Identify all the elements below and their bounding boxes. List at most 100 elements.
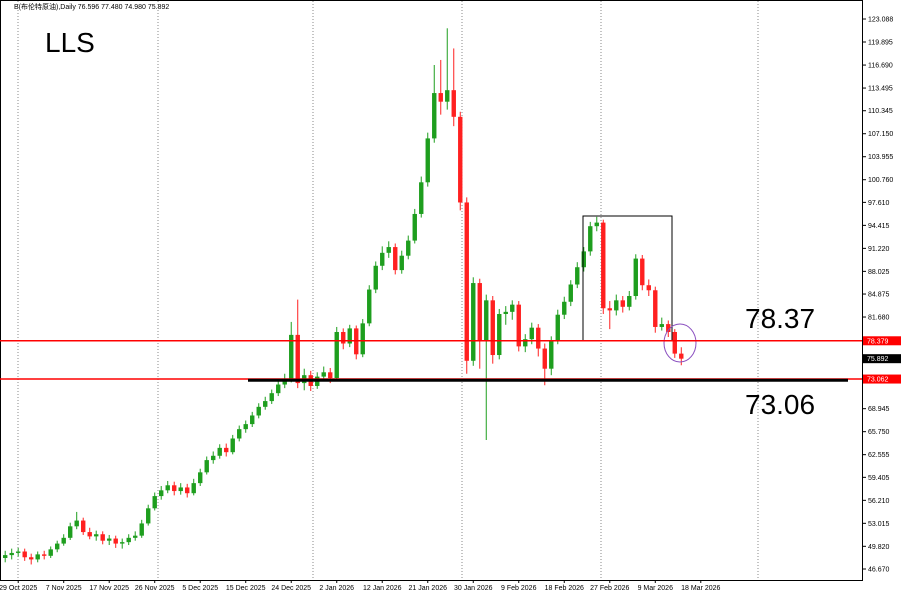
y-tick-label: 116.690 xyxy=(868,63,893,70)
annotation: 78.37 xyxy=(745,303,815,334)
candle-body xyxy=(152,496,157,509)
candle-body xyxy=(581,251,586,268)
x-tick-label: 26 Nov 2025 xyxy=(135,585,175,592)
candle-body xyxy=(113,538,118,544)
candle-body xyxy=(620,300,625,307)
plot-frame xyxy=(0,0,863,581)
x-tick-label: 24 Dec 2025 xyxy=(271,585,311,592)
candle-body xyxy=(575,267,580,285)
candle-body xyxy=(42,554,47,556)
price-label-box xyxy=(863,336,901,346)
candle-body xyxy=(640,258,645,286)
x-tick-label: 5 Dec 2025 xyxy=(182,585,218,592)
candle-body xyxy=(16,551,21,553)
x-tick-label: 30 Jan 2026 xyxy=(454,585,493,592)
candle-body xyxy=(282,379,287,385)
candle-body xyxy=(438,93,443,102)
candle-body xyxy=(178,487,183,492)
candle-body xyxy=(289,334,294,380)
y-tick-label: 59.405 xyxy=(868,475,890,482)
candle-body xyxy=(204,460,209,473)
candle-body xyxy=(243,424,248,430)
y-tick-label: 113.495 xyxy=(868,86,893,93)
candle-body xyxy=(133,535,138,538)
candle-body xyxy=(321,372,326,377)
candle-body xyxy=(653,290,658,327)
candle-body xyxy=(328,372,333,379)
candle-body xyxy=(9,552,14,556)
candle-body xyxy=(29,557,34,560)
header: B(布伦特原油),Daily 76.596 77.480 74.980 75.8… xyxy=(14,2,169,11)
candle-body xyxy=(666,324,671,332)
candle-body xyxy=(646,285,651,291)
candle-body xyxy=(250,415,255,425)
candle-body xyxy=(185,487,190,494)
candle-body xyxy=(165,485,170,491)
candle-body xyxy=(61,537,66,544)
candle-body xyxy=(510,304,515,312)
highlight-circle xyxy=(663,323,697,363)
candle-body xyxy=(503,311,508,315)
y-tick-label: 68.945 xyxy=(868,406,890,413)
y-tick-label: 110.345 xyxy=(868,108,893,115)
candle-body xyxy=(464,202,469,361)
price-label-box xyxy=(863,374,901,384)
candle-body xyxy=(126,537,131,543)
candle-body xyxy=(48,549,53,556)
candle-body xyxy=(477,283,482,342)
candle-body xyxy=(120,542,125,544)
y-tick-label: 91.220 xyxy=(868,246,890,253)
candle-body xyxy=(334,331,339,379)
candle-body xyxy=(562,301,567,315)
x-tick-label: 29 Oct 2025 xyxy=(0,585,37,592)
candle-body xyxy=(230,438,235,453)
candle-body xyxy=(295,334,300,384)
candle-body xyxy=(568,284,573,302)
candle-body xyxy=(22,551,27,558)
candle-body xyxy=(523,339,528,347)
candle-body xyxy=(536,327,541,349)
x-tick-label: 18 Feb 2026 xyxy=(545,585,584,592)
y-tick-label: 56.210 xyxy=(868,498,890,505)
candle-body xyxy=(601,222,606,309)
candle-body xyxy=(627,296,632,307)
current-price-label: 75.892 xyxy=(867,356,889,363)
x-tick-label: 7 Nov 2025 xyxy=(46,585,82,592)
candle-body xyxy=(217,447,222,456)
candle-body xyxy=(406,240,411,256)
y-tick-label: 62.555 xyxy=(868,452,890,459)
y-tick-label: 97.610 xyxy=(868,200,890,207)
candle-body xyxy=(276,384,281,394)
candle-body xyxy=(263,401,268,407)
candle-body xyxy=(614,300,619,311)
candle-body xyxy=(529,327,534,340)
candle-body xyxy=(139,523,144,536)
candle-body xyxy=(490,300,495,356)
y-tick-label: 123.088 xyxy=(868,17,893,24)
annotation: 73.06 xyxy=(745,389,815,420)
candle-body xyxy=(633,258,638,297)
candle-body xyxy=(659,324,664,327)
candle-body xyxy=(419,182,424,214)
x-tick-label: 15 Dec 2025 xyxy=(226,585,266,592)
y-tick-label: 100.760 xyxy=(868,177,893,184)
y-tick-label: 49.820 xyxy=(868,544,890,551)
candle-body xyxy=(347,328,352,344)
price-label: 78.379 xyxy=(867,338,889,345)
candle-body xyxy=(172,485,177,492)
candle-body xyxy=(458,116,463,203)
candle-body xyxy=(497,314,502,356)
candle-body xyxy=(594,222,599,227)
candle-body xyxy=(451,90,456,117)
candle-body xyxy=(542,348,547,369)
y-tick-label: 103.955 xyxy=(868,154,893,161)
candle-body xyxy=(87,532,92,537)
candle-body xyxy=(107,538,112,541)
x-tick-label: 9 Mar 2026 xyxy=(638,585,674,592)
candle-body xyxy=(672,331,677,354)
candle-body xyxy=(3,555,8,558)
candle-body xyxy=(100,534,105,541)
candle-body xyxy=(555,314,560,341)
candle-body xyxy=(588,226,593,252)
